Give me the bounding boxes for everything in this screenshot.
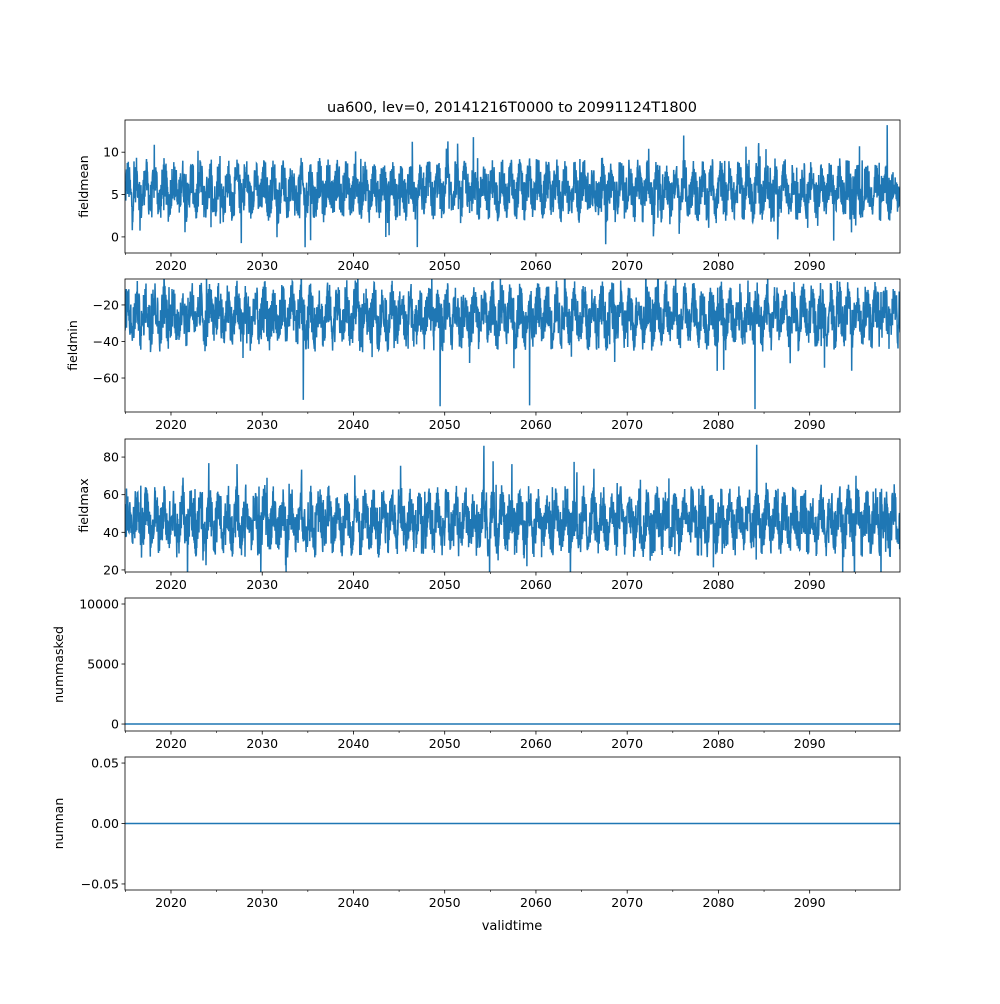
x-tick-label: 2040 <box>338 736 370 751</box>
y-tick-label: −60 <box>93 371 119 386</box>
x-tick-label: 2090 <box>794 417 826 432</box>
x-tick-label: 2030 <box>246 417 278 432</box>
x-tick-label: 2050 <box>429 258 461 273</box>
y-tick-label: −20 <box>93 297 119 312</box>
y-tick-label: 40 <box>103 525 119 540</box>
x-tick-label: 2080 <box>703 895 735 910</box>
x-tick-label: 2070 <box>611 895 643 910</box>
panel-fieldmean: 0 5 10 fieldmean 2020 2030 2040 2050 2060 2070 208… <box>76 119 901 273</box>
x-axis-label: validtime <box>482 919 543 934</box>
y-tick-label: 0.05 <box>91 756 119 771</box>
y-tick-label: 10 <box>103 145 119 160</box>
chart-title: ua600, lev=0, 20141216T0000 to 20991124T… <box>327 100 697 116</box>
panel-nummasked: 0 5000 10000 nummasked 2020 2030 2040 2050 2060 2… <box>51 597 901 751</box>
series-line-fieldmin <box>125 279 900 410</box>
x-tick-label: 2050 <box>429 417 461 432</box>
x-tick-label: 2060 <box>520 736 552 751</box>
x-tick-label: 2090 <box>794 258 826 273</box>
x-tick-label: 2060 <box>520 417 552 432</box>
y-axis-label: numnan <box>51 798 66 850</box>
y-tick-label: 0 <box>111 229 119 244</box>
x-tick-label: 2020 <box>155 577 187 592</box>
panel-fieldmin: −20 −40 −60 fieldmin 2020 2030 2040 2050 2060 207… <box>65 278 901 432</box>
y-tick-label: 80 <box>103 450 119 465</box>
x-tick-label: 2070 <box>611 258 643 273</box>
x-tick-label: 2040 <box>338 417 370 432</box>
x-tick-label: 2020 <box>155 895 187 910</box>
x-tick-label: 2030 <box>246 258 278 273</box>
x-tick-label: 2030 <box>246 736 278 751</box>
x-tick-label: 2040 <box>338 895 370 910</box>
x-tick-label: 2030 <box>246 577 278 592</box>
y-axis-label: fieldmean <box>76 155 91 217</box>
series-line-fieldmax <box>125 444 900 572</box>
y-axis-label: nummasked <box>51 626 66 703</box>
y-tick-label: 0.00 <box>91 816 119 831</box>
x-tick-label: 2080 <box>703 736 735 751</box>
y-tick-label: 5000 <box>87 657 119 672</box>
x-tick-label: 2020 <box>155 736 187 751</box>
x-tick-label: 2070 <box>611 417 643 432</box>
y-tick-label: 0 <box>111 717 119 732</box>
axes-frame <box>124 597 901 732</box>
panel-numnan: −0.05 0.00 0.05 numnan 2020 2030 2040 2050 2060 2… <box>51 756 901 910</box>
axes-frame <box>124 438 901 573</box>
y-tick-label: 5 <box>111 187 119 202</box>
series-line-fieldmean <box>125 125 900 248</box>
x-tick-label: 2090 <box>794 895 826 910</box>
x-tick-label: 2090 <box>794 577 826 592</box>
x-tick-label: 2070 <box>611 577 643 592</box>
y-tick-label: −0.05 <box>81 876 119 891</box>
y-axis-label: fieldmax <box>76 478 91 532</box>
x-tick-label: 2060 <box>520 577 552 592</box>
y-axis-label: fieldmin <box>65 320 80 371</box>
y-tick-label: 60 <box>103 487 119 502</box>
x-tick-label: 2050 <box>429 736 461 751</box>
x-tick-label: 2080 <box>703 577 735 592</box>
x-tick-label: 2040 <box>338 577 370 592</box>
x-tick-label: 2040 <box>338 258 370 273</box>
x-tick-label: 2060 <box>520 895 552 910</box>
x-tick-label: 2080 <box>703 417 735 432</box>
x-tick-label: 2020 <box>155 417 187 432</box>
y-tick-label: −40 <box>93 334 119 349</box>
x-tick-label: 2020 <box>155 258 187 273</box>
x-tick-label: 2080 <box>703 258 735 273</box>
x-tick-label: 2050 <box>429 577 461 592</box>
x-tick-label: 2050 <box>429 895 461 910</box>
x-tick-label: 2070 <box>611 736 643 751</box>
axes-frame <box>124 119 901 254</box>
y-tick-label: 20 <box>103 562 119 577</box>
y-tick-label: 10000 <box>79 597 119 612</box>
x-tick-label: 2090 <box>794 736 826 751</box>
x-tick-label: 2060 <box>520 258 552 273</box>
x-tick-label: 2030 <box>246 895 278 910</box>
axes-frame <box>124 278 901 413</box>
